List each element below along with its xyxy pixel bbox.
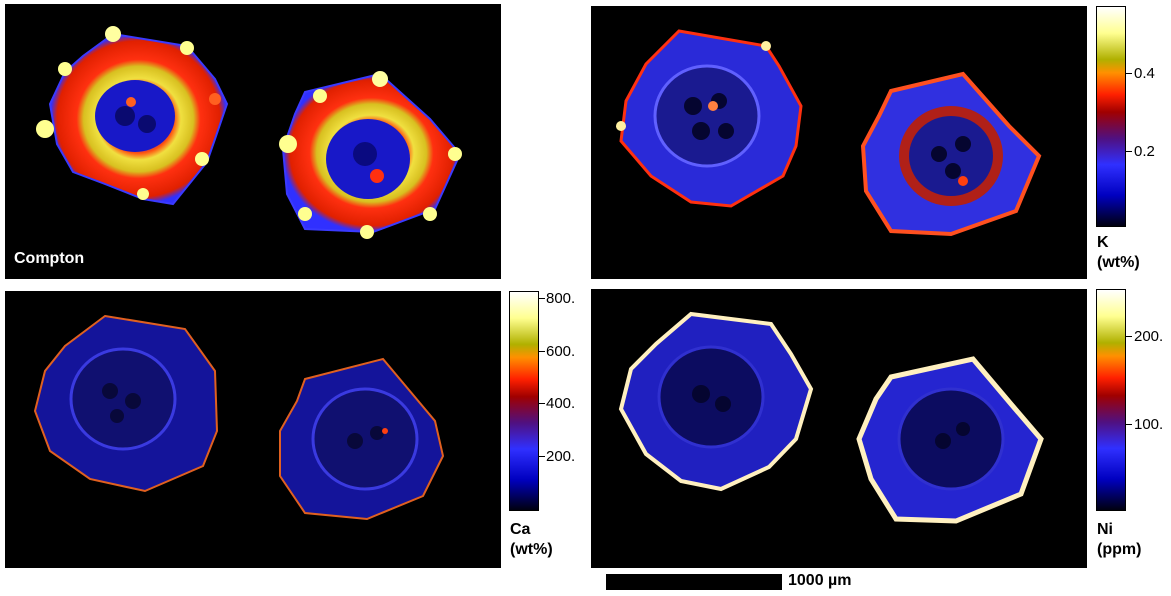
- calcium-tick-mark-800: [539, 298, 545, 299]
- potassium-tick-0.2: 0.2: [1134, 143, 1155, 160]
- potassium-tick-mark-0.2: [1126, 151, 1132, 152]
- calcium-tick-600: 600.: [546, 343, 576, 360]
- scale-bar-label: 1000 µm: [788, 572, 852, 589]
- calcium-tick-200: 200.: [546, 448, 576, 465]
- compton-map-panel: Compton: [5, 4, 501, 279]
- compton-map-image: [36, 26, 462, 239]
- calcium-tick-mark-200: [539, 456, 545, 457]
- calcium-unit-label: (wt%): [510, 541, 553, 558]
- calcium-map-panel: [5, 291, 501, 568]
- nickel-unit-label: (ppm): [1097, 541, 1142, 558]
- calcium-tick-mark-600: [539, 351, 545, 352]
- calcium-element-label: Ca: [510, 521, 531, 538]
- calcium-colorbar-title: Ca (wt%): [510, 520, 553, 560]
- calcium-colorbar: [509, 291, 539, 511]
- nickel-map-image: [618, 311, 1044, 524]
- nickel-tick-mark-100: [1126, 424, 1132, 425]
- nickel-colorbar-title: Ni (ppm): [1097, 520, 1141, 560]
- calcium-tick-400: 400.: [546, 395, 576, 412]
- potassium-map-panel: [591, 6, 1087, 279]
- potassium-element-label: K: [1097, 234, 1109, 251]
- scale-bar: [606, 574, 782, 590]
- potassium-colorbar: [1096, 6, 1126, 227]
- compton-label: Compton: [14, 250, 85, 267]
- nickel-element-label: Ni: [1097, 521, 1113, 538]
- nickel-tick-100: 100.: [1134, 416, 1164, 433]
- potassium-colorbar-title: K (wt%): [1097, 233, 1140, 273]
- potassium-unit-label: (wt%): [1097, 254, 1140, 271]
- potassium-tick-mark-0.4: [1126, 73, 1132, 74]
- potassium-tick-0.4: 0.4: [1134, 65, 1155, 82]
- calcium-tick-mark-400: [539, 403, 545, 404]
- nickel-tick-200: 200.: [1134, 328, 1164, 345]
- calcium-tick-800: 800.: [546, 290, 576, 307]
- calcium-map-image: [33, 314, 445, 521]
- nickel-colorbar: [1096, 289, 1126, 511]
- potassium-map-image: [616, 29, 1042, 237]
- nickel-map-panel: [591, 289, 1087, 568]
- nickel-tick-mark-200: [1126, 336, 1132, 337]
